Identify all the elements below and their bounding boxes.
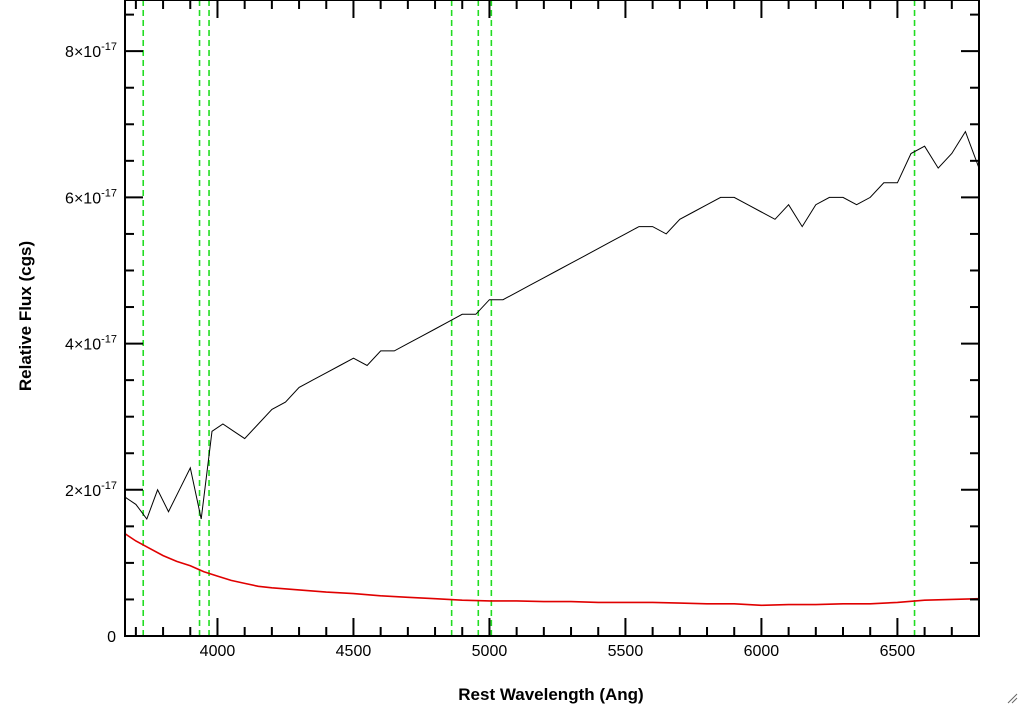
x-axis-title: Rest Wavelength (Ang) xyxy=(458,685,643,704)
y-tick-label: 2×10-17 xyxy=(65,480,117,500)
y-axis-title: Relative Flux (cgs) xyxy=(16,241,35,391)
x-tick-label: 5500 xyxy=(608,643,644,660)
y-tick-label: 4×10-17 xyxy=(65,334,117,354)
resize-grip-icon[interactable] xyxy=(1006,692,1018,704)
axis-tick-labels: 4000 4500 5000 5500 6000 6500 0 2×10-17 4×10-17 6… xyxy=(65,41,915,660)
x-tick-label: 4500 xyxy=(336,643,372,660)
series-line-0 xyxy=(125,130,979,521)
axis-ticks xyxy=(125,0,980,637)
x-tick-label: 4000 xyxy=(200,643,236,660)
plot-axes xyxy=(124,0,980,637)
plot-frame xyxy=(124,0,980,637)
series-line-1 xyxy=(125,533,979,607)
x-tick-label: 5000 xyxy=(472,643,508,660)
y-tick-label: 0 xyxy=(107,629,116,646)
emission-line-markers xyxy=(142,0,916,636)
y-tick-label: 8×10-17 xyxy=(65,41,117,61)
spectrum-series xyxy=(125,130,979,607)
x-tick-label: 6000 xyxy=(744,643,780,660)
x-tick-label: 6500 xyxy=(880,643,916,660)
y-tick-label: 6×10-17 xyxy=(65,187,117,207)
